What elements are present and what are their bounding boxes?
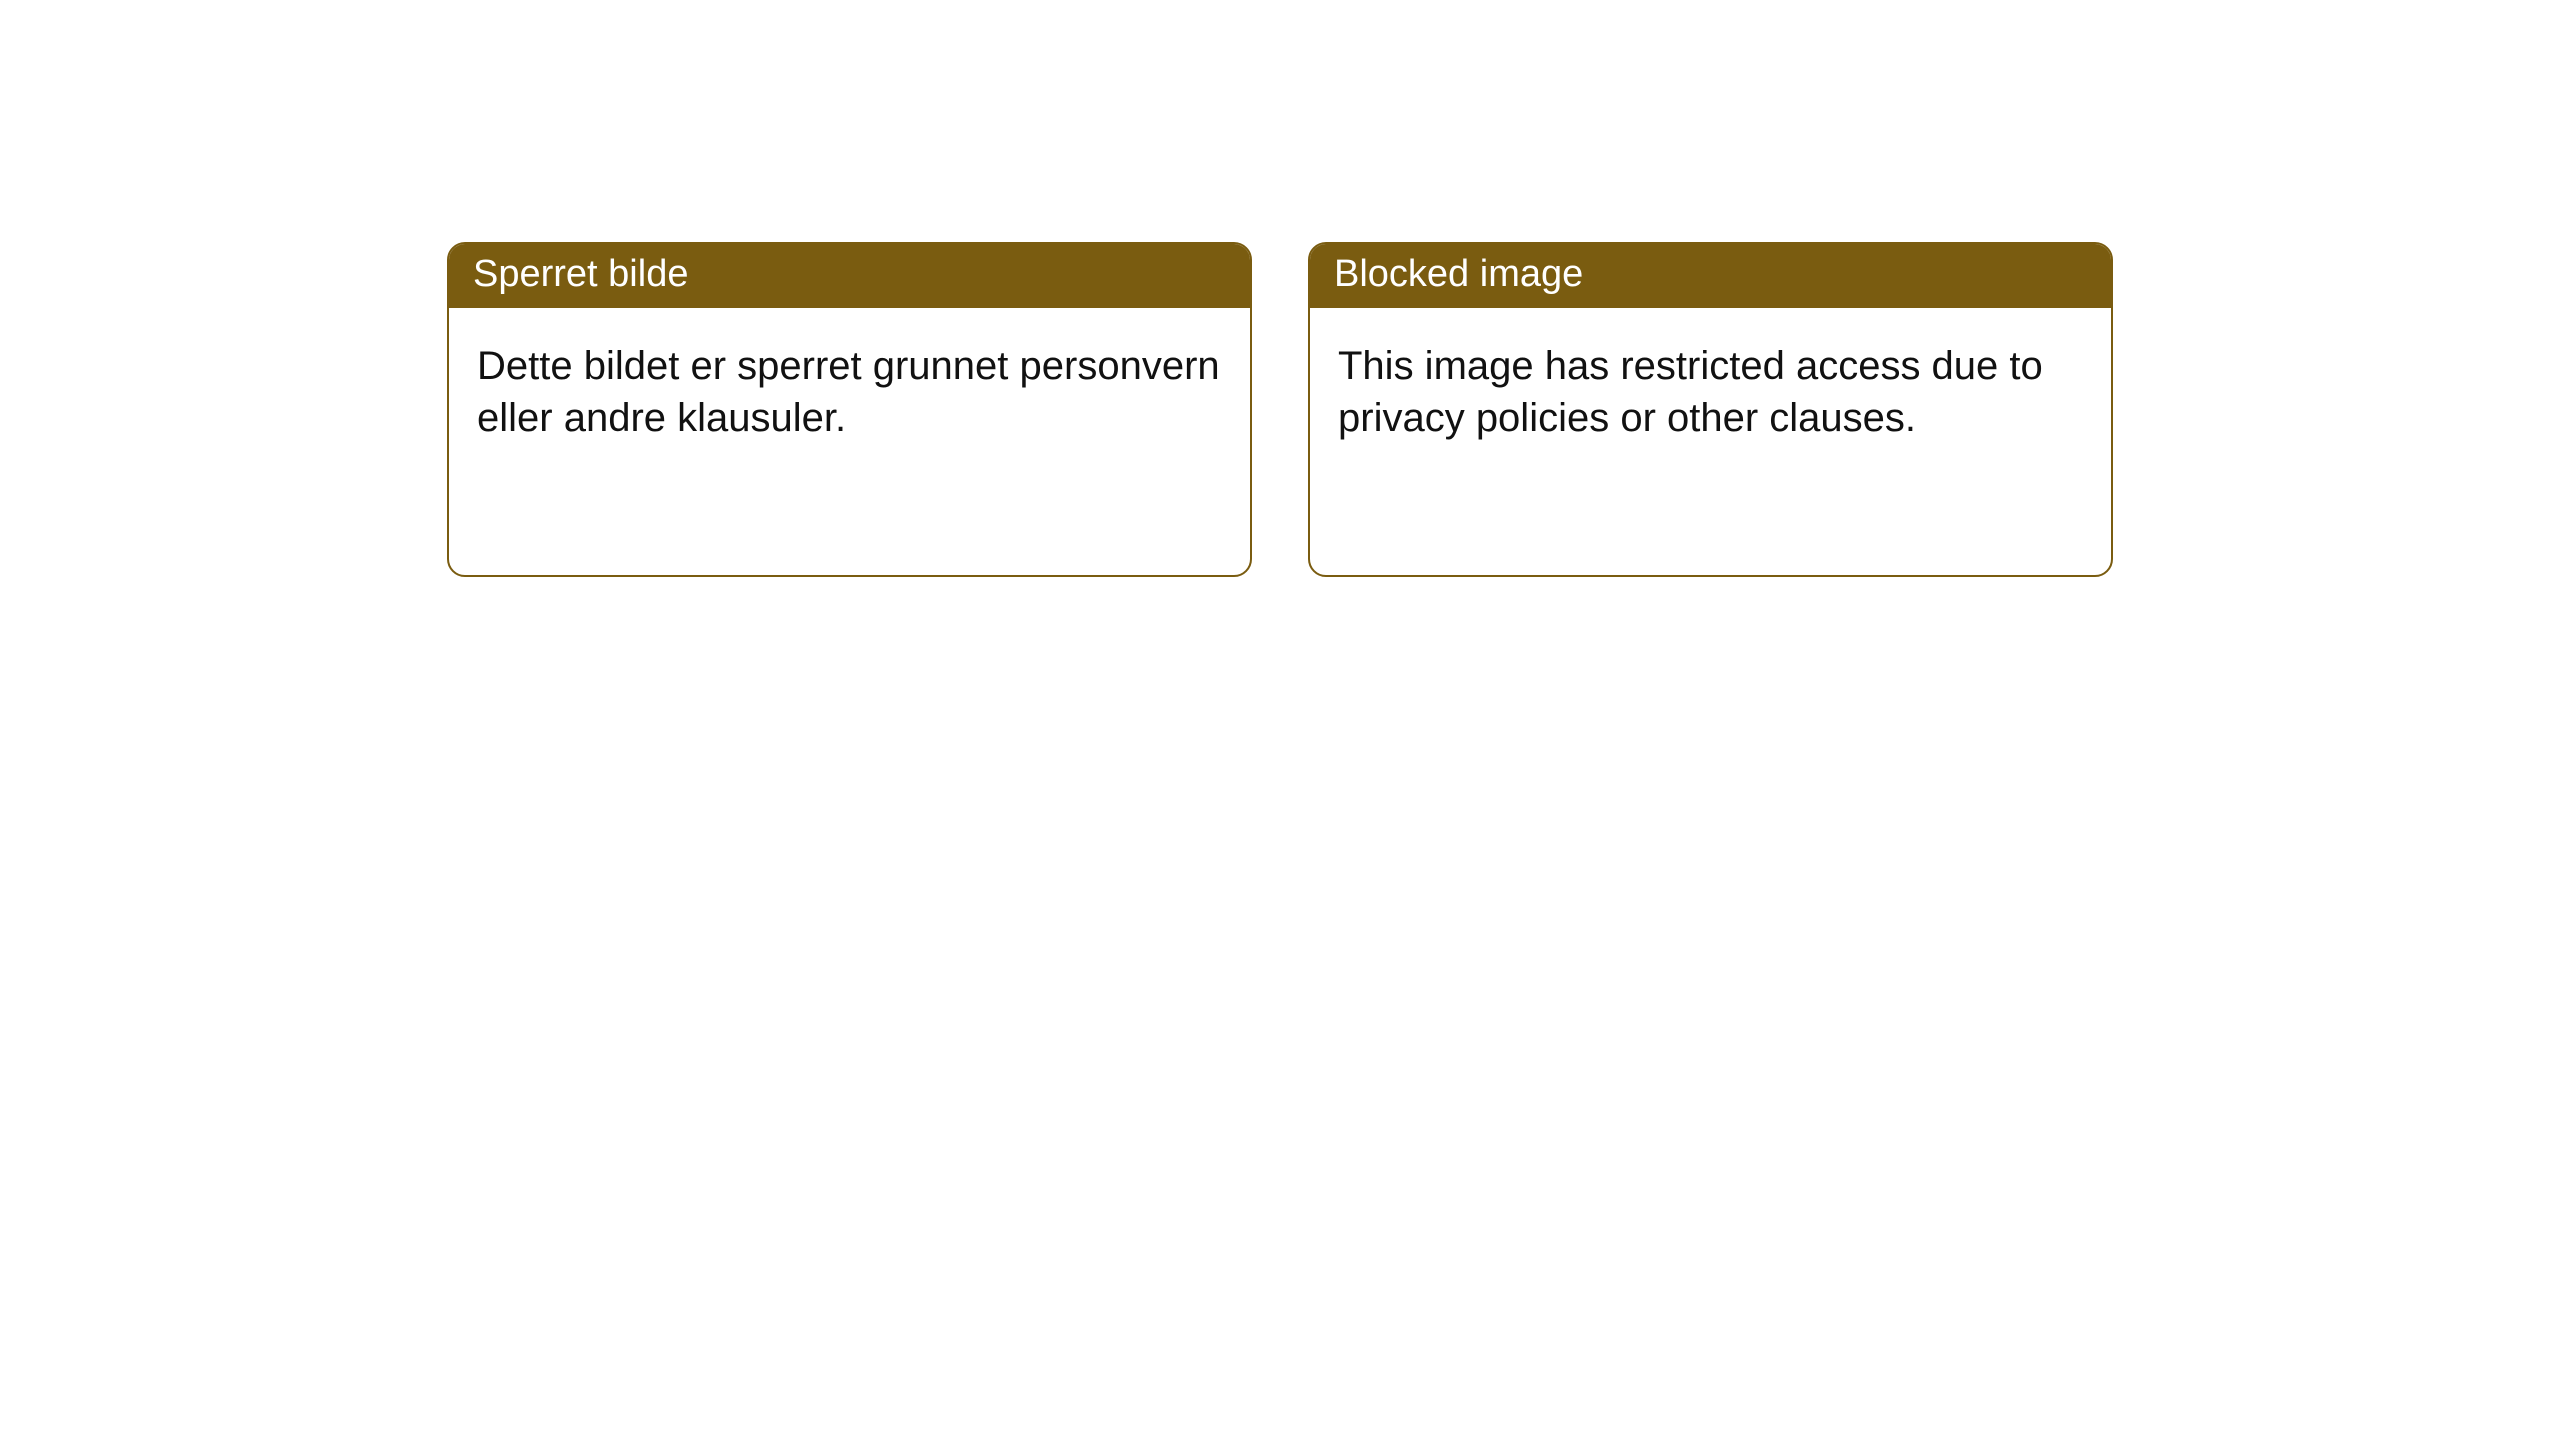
notice-card-english: Blocked image This image has restricted …: [1308, 242, 2113, 577]
card-body: This image has restricted access due to …: [1310, 308, 2111, 472]
card-title: Blocked image: [1310, 244, 2111, 308]
notice-card-norwegian: Sperret bilde Dette bildet er sperret gr…: [447, 242, 1252, 577]
card-body: Dette bildet er sperret grunnet personve…: [449, 308, 1250, 472]
card-title: Sperret bilde: [449, 244, 1250, 308]
notice-container: Sperret bilde Dette bildet er sperret gr…: [0, 0, 2560, 577]
